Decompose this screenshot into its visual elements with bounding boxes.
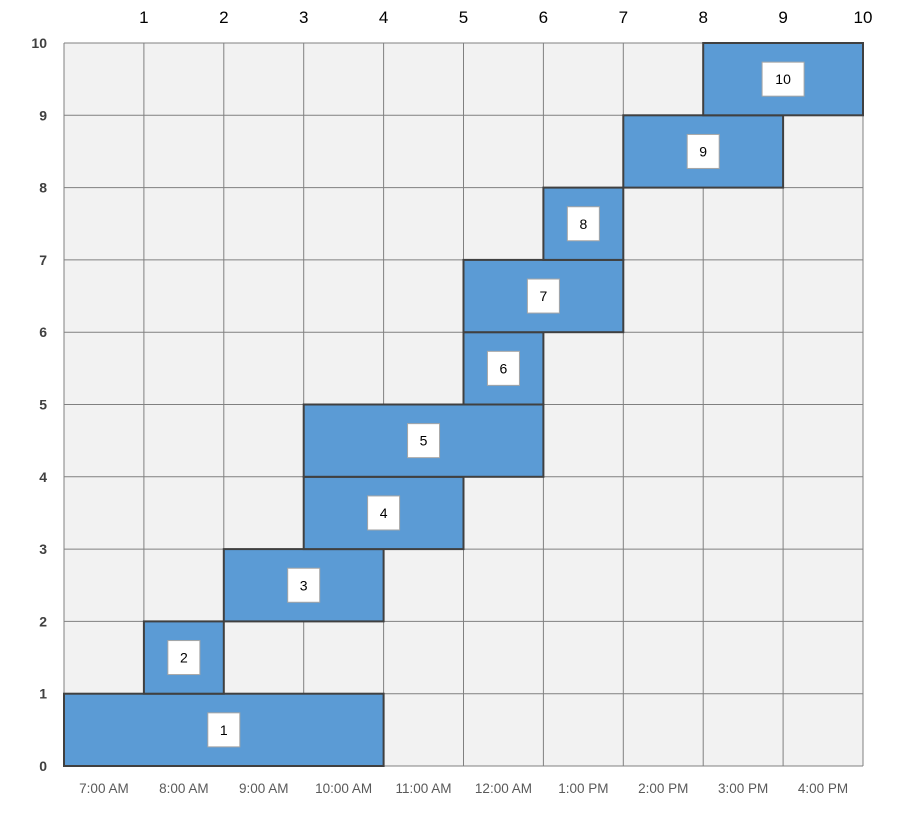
left-axis-ticks: 0 1 2 3 4 5 6 7 8 9 10 [31, 35, 47, 774]
x-tick-label: 2:00 PM [638, 781, 688, 796]
y-tick-label: 10 [31, 35, 47, 51]
top-tick-label: 5 [459, 8, 468, 27]
top-tick-label: 6 [539, 8, 548, 27]
label-box [207, 712, 241, 748]
label-box [486, 350, 520, 386]
label-text: 9 [699, 143, 707, 159]
label-box [167, 640, 201, 676]
label-text: 8 [579, 216, 587, 232]
top-tick-label: 10 [854, 8, 873, 27]
segment-label-10: 10 [761, 61, 805, 97]
y-tick-label: 8 [39, 180, 47, 196]
y-tick-label: 0 [39, 758, 47, 774]
y-tick-label: 7 [39, 252, 47, 268]
segment-label-9: 9 [686, 133, 720, 169]
segment-label-5: 5 [407, 423, 441, 459]
y-tick-label: 1 [39, 686, 47, 702]
label-text: 5 [420, 433, 428, 449]
label-text: 1 [220, 722, 228, 738]
label-box [566, 206, 600, 242]
segment-label-2: 2 [167, 640, 201, 676]
top-tick-label: 8 [698, 8, 707, 27]
segment-label-4: 4 [367, 495, 401, 531]
top-tick-label: 4 [379, 8, 388, 27]
label-text: 4 [380, 505, 388, 521]
segment-label-8: 8 [566, 206, 600, 242]
x-tick-label: 1:00 PM [558, 781, 608, 796]
label-text: 3 [300, 577, 308, 593]
y-tick-label: 9 [39, 107, 47, 123]
label-box [367, 495, 401, 531]
segment-label-3: 3 [287, 567, 321, 603]
label-text: 6 [500, 360, 508, 376]
top-tick-label: 7 [619, 8, 628, 27]
x-tick-label: 8:00 AM [159, 781, 209, 796]
segment-label-1: 1 [207, 712, 241, 748]
x-tick-label: 4:00 PM [798, 781, 848, 796]
y-tick-label: 5 [39, 397, 47, 413]
label-text: 10 [775, 71, 791, 87]
label-box [526, 278, 560, 314]
x-tick-label: 10:00 AM [315, 781, 372, 796]
top-tick-label: 1 [139, 8, 148, 27]
bottom-axis-ticks: 7:00 AM 8:00 AM 9:00 AM 10:00 AM 11:00 AM 12:… [79, 781, 848, 796]
x-tick-label: 9:00 AM [239, 781, 289, 796]
y-tick-label: 2 [39, 613, 47, 629]
top-tick-label: 2 [219, 8, 228, 27]
y-tick-label: 3 [39, 541, 47, 557]
x-tick-label: 11:00 AM [396, 781, 452, 796]
top-tick-label: 3 [299, 8, 308, 27]
top-tick-label: 9 [778, 8, 787, 27]
y-tick-label: 6 [39, 324, 47, 340]
label-box [407, 423, 441, 459]
label-box [761, 61, 805, 97]
x-tick-label: 12:00 AM [475, 781, 532, 796]
label-box [287, 567, 321, 603]
x-tick-label: 7:00 AM [79, 781, 129, 796]
segment-label-7: 7 [526, 278, 560, 314]
x-tick-label: 3:00 PM [718, 781, 768, 796]
label-text: 7 [540, 288, 548, 304]
segment-labels: 1 2 3 4 5 6 7 8 9 10 [167, 61, 805, 748]
label-box [686, 133, 720, 169]
label-text: 2 [180, 650, 188, 666]
y-tick-label: 4 [39, 469, 47, 485]
top-axis-ticks: 1 2 3 4 5 6 7 8 9 10 [139, 8, 872, 27]
segment-label-6: 6 [486, 350, 520, 386]
